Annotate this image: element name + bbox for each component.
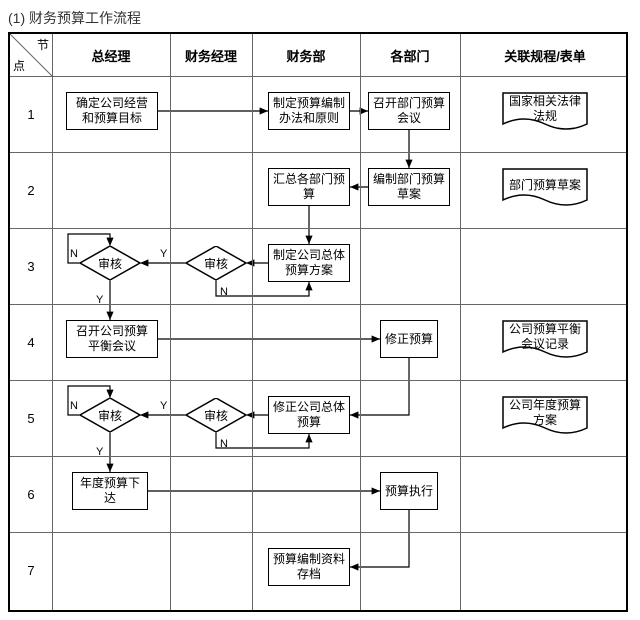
corner-cell: 节 点 <box>10 34 52 76</box>
diagram-title: (1) 财务预算工作流程 <box>8 8 632 28</box>
row-label: 2 <box>10 152 52 228</box>
edge-label: Y <box>96 446 103 458</box>
row-label: 7 <box>10 532 52 608</box>
row-label: 3 <box>10 228 52 304</box>
edge-label: N <box>220 286 228 298</box>
flowchart-container: 节 点 总经理财务经理财务部各部门关联规程/表单 1234567 确定公司经营和预算… <box>8 32 628 612</box>
column-header: 总经理 <box>52 34 170 76</box>
edge-label: N <box>70 248 78 260</box>
flowchart-node-n11: 预算执行 <box>380 472 438 510</box>
grid-hline <box>10 532 626 533</box>
grid-vline <box>170 34 171 610</box>
edge-label: N <box>220 438 228 450</box>
row-label: 6 <box>10 456 52 532</box>
flowchart-node-doc3: 公司预算平衡会议记录 <box>502 320 588 360</box>
flowchart-node-d3: 审核 <box>186 398 246 432</box>
column-header: 财务部 <box>252 34 360 76</box>
edge-label: Y <box>96 294 103 306</box>
flowchart-node-n7: 召开公司预算平衡会议 <box>66 320 158 358</box>
edge <box>216 432 309 448</box>
flowchart-node-n9: 修正公司总体预算 <box>268 396 350 434</box>
corner-bottom: 点 <box>13 57 25 74</box>
grid-vline <box>460 34 461 610</box>
edge <box>216 280 309 296</box>
edge-label: N <box>70 400 78 412</box>
flowchart-node-n10: 年度预算下达 <box>72 472 148 510</box>
column-header: 财务经理 <box>170 34 252 76</box>
edge-label: Y <box>160 248 167 260</box>
column-header: 各部门 <box>360 34 460 76</box>
flowchart-node-n1: 确定公司经营和预算目标 <box>66 92 158 130</box>
flowchart-node-n5: 编制部门预算草案 <box>368 168 450 206</box>
flowchart-node-doc1: 国家相关法律法规 <box>502 92 588 132</box>
flowchart-node-n3: 召开部门预算会议 <box>368 92 450 130</box>
edge-label: Y <box>160 400 167 412</box>
grid-hline <box>10 228 626 229</box>
flowchart-node-doc2: 部门预算草案 <box>502 168 588 208</box>
grid-hline <box>10 380 626 381</box>
edge <box>350 358 409 415</box>
row-label: 5 <box>10 380 52 456</box>
row-label: 1 <box>10 76 52 152</box>
grid-vline <box>252 34 253 610</box>
grid-vline <box>360 34 361 610</box>
column-header: 关联规程/表单 <box>460 34 630 76</box>
edge <box>350 510 409 567</box>
grid-hline <box>10 76 626 77</box>
flowchart-node-n4: 汇总各部门预算 <box>268 168 350 206</box>
row-label: 4 <box>10 304 52 380</box>
grid-vline <box>52 34 53 610</box>
flowchart-node-d2: 审核 <box>80 246 140 280</box>
flowchart-node-n2: 制定预算编制办法和原则 <box>268 92 350 130</box>
corner-top: 节 <box>37 36 49 53</box>
flowchart-node-n6: 制定公司总体预算方案 <box>268 244 350 282</box>
flowchart-node-n8: 修正预算 <box>380 320 438 358</box>
grid-hline <box>10 152 626 153</box>
flowchart-node-n12: 预算编制资料存档 <box>268 548 350 586</box>
flowchart-node-d4: 审核 <box>80 398 140 432</box>
flowchart-node-doc4: 公司年度预算方案 <box>502 396 588 436</box>
flowchart-node-d1: 审核 <box>186 246 246 280</box>
